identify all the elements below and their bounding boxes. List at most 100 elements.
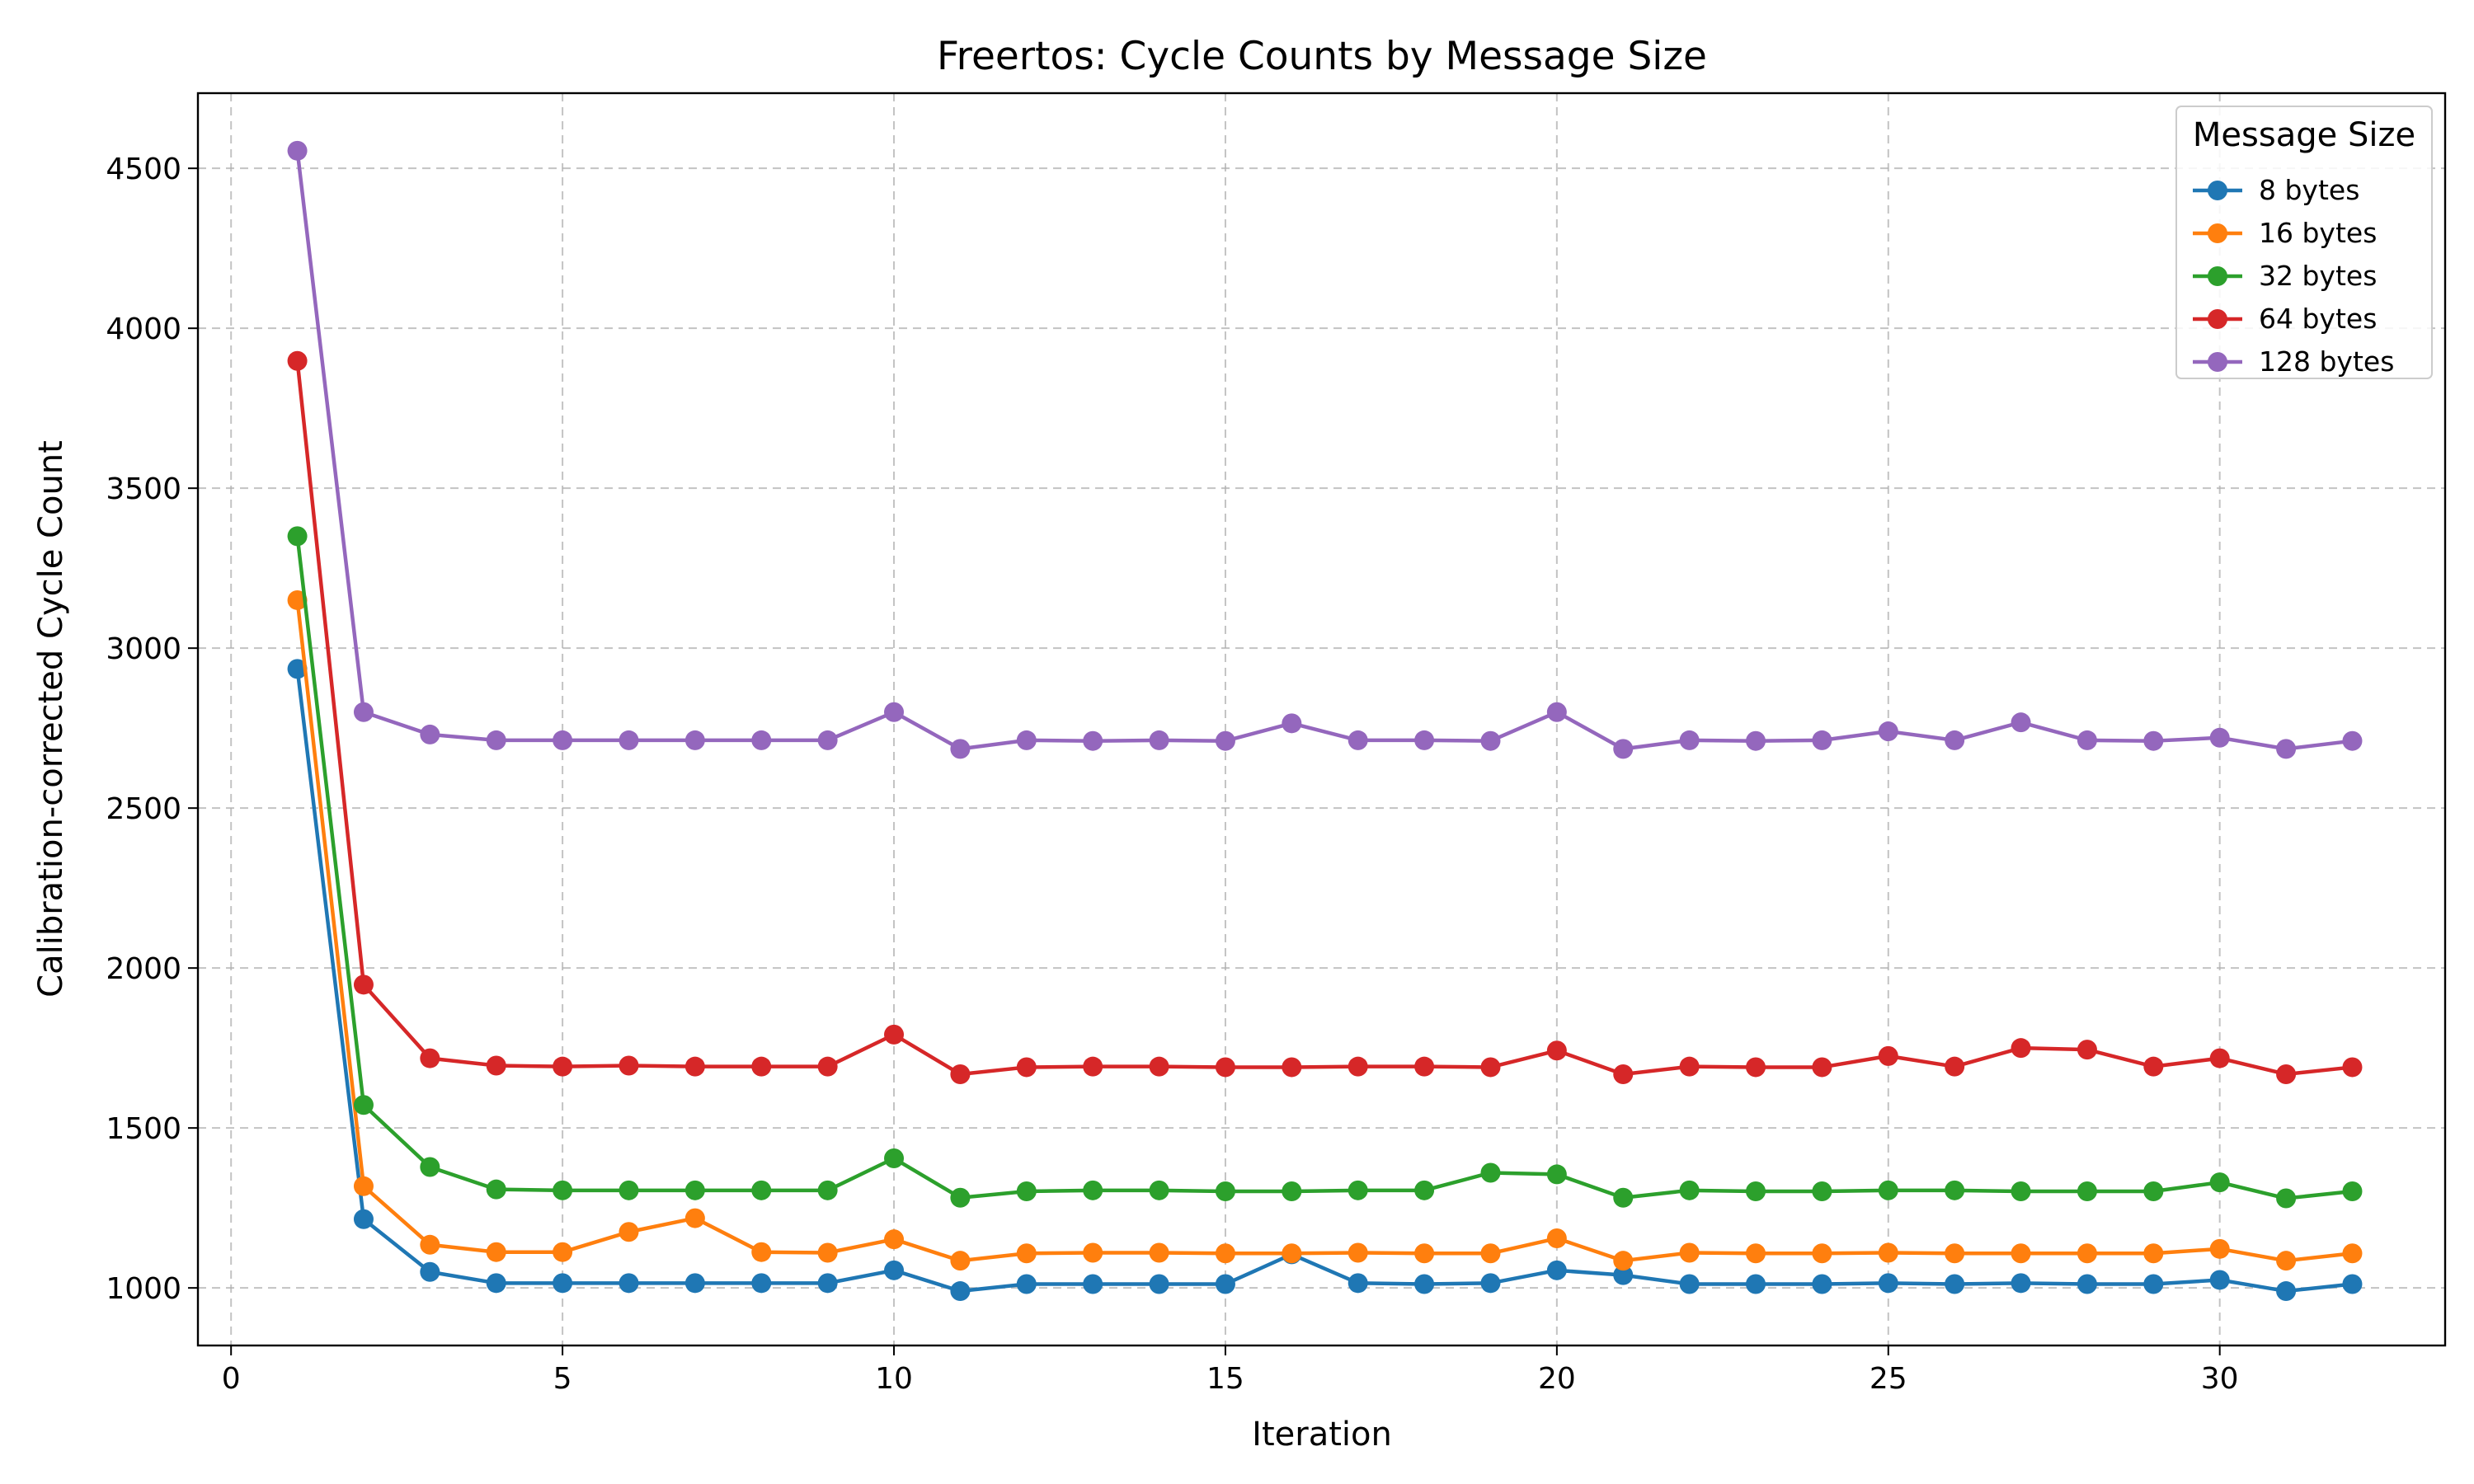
x-tick-label: 5 — [553, 1362, 572, 1396]
data-point — [950, 1064, 971, 1084]
series-line — [295, 536, 2353, 1200]
legend-item: 32 bytes — [2193, 260, 2377, 292]
data-point — [1215, 1057, 1235, 1078]
data-point — [1282, 1181, 1302, 1201]
data-point — [1348, 730, 1368, 750]
data-point — [2276, 1281, 2297, 1302]
data-point — [553, 1180, 573, 1200]
series-128-bytes — [287, 140, 2363, 759]
data-point — [1679, 1056, 1700, 1077]
data-point — [1945, 1180, 1965, 1200]
data-point — [950, 1281, 971, 1302]
legend-label: 128 bytes — [2259, 345, 2394, 378]
data-point — [553, 730, 573, 750]
data-point — [618, 1180, 639, 1200]
data-point — [2342, 1243, 2363, 1264]
data-point — [1546, 1164, 1567, 1185]
data-point — [1679, 1242, 1700, 1263]
data-point — [950, 1187, 971, 1208]
data-point — [2011, 712, 2031, 733]
data-point — [684, 1056, 705, 1077]
data-point — [751, 730, 772, 750]
y-tick-label: 3500 — [106, 472, 181, 506]
data-point — [751, 1056, 772, 1077]
data-point — [1945, 1056, 1965, 1077]
y-tick-label: 1000 — [106, 1272, 181, 1306]
data-point — [2011, 1243, 2031, 1264]
data-point — [817, 730, 838, 750]
data-point — [1812, 730, 1832, 750]
data-point — [684, 1208, 705, 1228]
data-point — [1414, 1243, 1435, 1264]
data-point — [1083, 1242, 1103, 1263]
data-point — [2077, 730, 2097, 750]
data-point — [1149, 1242, 1169, 1263]
data-point — [486, 730, 506, 750]
data-point — [486, 1179, 506, 1200]
data-point — [1812, 1274, 1832, 1294]
data-point — [2143, 1056, 2164, 1077]
x-tick-label: 10 — [875, 1362, 913, 1396]
data-point — [751, 1180, 772, 1200]
series-line — [295, 360, 2353, 1077]
data-point — [1083, 1056, 1103, 1077]
data-point — [1546, 1260, 1567, 1280]
data-point — [2276, 1064, 2297, 1084]
y-tick-label: 3000 — [106, 632, 181, 666]
data-point — [1812, 1057, 1832, 1078]
data-point — [420, 1048, 440, 1068]
data-point — [950, 1251, 971, 1271]
data-point — [2276, 1188, 2297, 1209]
data-point — [2209, 727, 2230, 748]
data-point — [1348, 1180, 1368, 1200]
series-32-bytes — [287, 526, 2363, 1209]
y-tick-label: 1500 — [106, 1112, 181, 1146]
data-point — [1878, 1045, 1898, 1066]
data-point — [2342, 730, 2363, 751]
data-point — [287, 659, 308, 679]
chart-title: Freertos: Cycle Counts by Message Size — [937, 34, 1707, 79]
data-point — [287, 140, 308, 161]
data-point — [2276, 739, 2297, 759]
data-point — [287, 589, 308, 610]
data-point — [751, 1273, 772, 1294]
data-point — [884, 1024, 905, 1045]
legend-item: 8 bytes — [2193, 174, 2359, 206]
data-point — [1945, 1243, 1965, 1264]
data-point — [1149, 1274, 1169, 1294]
data-point — [1016, 1181, 1037, 1201]
data-point — [353, 1176, 374, 1196]
data-point — [1083, 1180, 1103, 1200]
data-point — [1746, 1243, 1766, 1264]
data-point — [2011, 1038, 2031, 1059]
legend-item: 128 bytes — [2193, 345, 2394, 378]
data-point — [353, 702, 374, 722]
data-point — [1945, 1274, 1965, 1294]
data-point — [2342, 1181, 2363, 1201]
data-point — [884, 702, 905, 722]
data-point — [1746, 1057, 1766, 1078]
data-point — [1215, 1181, 1235, 1201]
data-point — [1083, 1274, 1103, 1294]
legend-label: 64 bytes — [2259, 303, 2377, 335]
data-point — [1878, 1242, 1898, 1263]
data-point — [884, 1260, 905, 1280]
data-point — [2143, 1274, 2164, 1294]
data-point — [2011, 1181, 2031, 1201]
data-point — [486, 1242, 506, 1262]
data-point — [1215, 730, 1235, 751]
data-point — [486, 1273, 506, 1294]
legend-items: 8 bytes 16 bytes 32 bytes 64 bytes 128 bytes — [2193, 174, 2394, 378]
data-point — [1812, 1181, 1832, 1201]
data-point — [2011, 1273, 2031, 1294]
data-point — [1878, 721, 1898, 742]
data-point — [1546, 1040, 1567, 1061]
legend-marker — [2208, 352, 2227, 372]
data-point — [1746, 730, 1766, 751]
data-point — [1613, 739, 1634, 759]
data-point — [1480, 1243, 1501, 1264]
data-point — [353, 974, 374, 995]
data-point — [2143, 730, 2164, 751]
